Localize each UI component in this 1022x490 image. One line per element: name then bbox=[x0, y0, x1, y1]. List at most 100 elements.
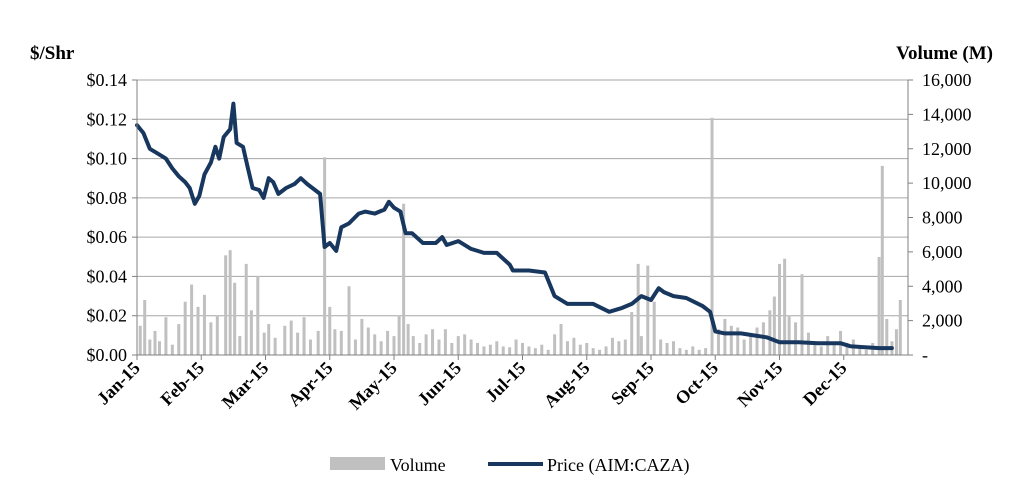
volume-bar bbox=[665, 342, 669, 355]
right-tick-label: 2,000 bbox=[922, 311, 963, 331]
left-tick-label: $0.12 bbox=[87, 109, 128, 129]
volume-bar bbox=[323, 157, 327, 355]
volume-bar bbox=[585, 342, 589, 355]
volume-bar bbox=[832, 342, 836, 355]
volume-bar bbox=[880, 165, 884, 355]
volume-bar bbox=[826, 336, 830, 355]
volume-bar bbox=[540, 344, 544, 355]
volume-bar bbox=[411, 336, 415, 355]
volume-bar bbox=[639, 336, 643, 355]
volume-bar bbox=[249, 310, 253, 355]
volume-bar bbox=[328, 306, 332, 355]
volume-bar bbox=[508, 347, 512, 355]
volume-bar bbox=[431, 329, 435, 355]
volume-bar bbox=[877, 257, 881, 355]
volume-bar bbox=[360, 318, 364, 355]
volume-bar bbox=[443, 329, 447, 355]
left-axis-title: $/Shr bbox=[30, 43, 75, 64]
volume-bar bbox=[339, 330, 343, 355]
volume-bar bbox=[238, 336, 242, 355]
volume-bar bbox=[406, 324, 410, 355]
legend-price-label: Price (AIM:CAZA) bbox=[547, 455, 689, 476]
volume-bar bbox=[559, 324, 563, 355]
volume-bar bbox=[148, 339, 152, 355]
volume-bar bbox=[716, 329, 720, 355]
volume-bar bbox=[157, 341, 161, 355]
volume-bar bbox=[819, 346, 823, 355]
volume-bar bbox=[652, 301, 656, 355]
volume-bar bbox=[302, 317, 306, 355]
volume-bar bbox=[267, 324, 271, 355]
volume-bar bbox=[636, 263, 640, 355]
volume-bar bbox=[723, 318, 727, 355]
volume-bar bbox=[521, 342, 524, 355]
legend-volume-label: Volume bbox=[390, 455, 446, 475]
volume-bar bbox=[646, 265, 650, 355]
volume-bar bbox=[316, 330, 320, 355]
volume-bar bbox=[671, 341, 675, 355]
volume-bar bbox=[546, 349, 550, 355]
volume-bar bbox=[514, 339, 518, 355]
volume-bar bbox=[262, 332, 266, 355]
legend-volume-swatch bbox=[330, 457, 385, 470]
volume-bar bbox=[794, 322, 798, 355]
volume-bar bbox=[308, 339, 312, 355]
volume-bar bbox=[244, 263, 248, 355]
volume-bar bbox=[553, 334, 557, 355]
volume-bar bbox=[755, 327, 759, 355]
volume-bar bbox=[353, 339, 357, 355]
volume-bar bbox=[729, 325, 733, 355]
volume-bar bbox=[623, 339, 627, 355]
volume-bar bbox=[202, 294, 206, 355]
volume-bar bbox=[228, 250, 232, 355]
volume-bar bbox=[787, 315, 791, 355]
volume-bar bbox=[437, 339, 441, 355]
volume-bar bbox=[742, 339, 746, 355]
right-tick-label: 12,000 bbox=[922, 139, 972, 159]
volume-bar bbox=[704, 348, 708, 355]
volume-bar bbox=[215, 315, 219, 355]
volume-bar bbox=[778, 263, 781, 355]
right-tick-label: 4,000 bbox=[922, 276, 963, 296]
volume-bar bbox=[397, 315, 401, 355]
volume-bar bbox=[379, 341, 383, 355]
right-tick-label: 16,000 bbox=[922, 70, 972, 90]
volume-bar bbox=[684, 349, 688, 355]
volume-bar bbox=[864, 349, 868, 355]
volume-bar bbox=[296, 332, 300, 355]
volume-bar bbox=[366, 327, 370, 355]
volume-bar bbox=[164, 317, 168, 355]
right-tick-label: 10,000 bbox=[922, 173, 972, 193]
volume-bar bbox=[386, 330, 390, 355]
volume-bar bbox=[894, 329, 898, 355]
volume-bar bbox=[572, 337, 576, 355]
volume-bar bbox=[392, 336, 396, 355]
left-tick-label: $0.08 bbox=[87, 188, 128, 208]
volume-bar bbox=[898, 300, 902, 355]
volume-bar bbox=[617, 341, 621, 355]
volume-bar bbox=[736, 327, 740, 355]
legend: Volume Price (AIM:CAZA) bbox=[330, 455, 689, 476]
volume-bar bbox=[273, 337, 277, 355]
volume-bar bbox=[224, 255, 228, 355]
volume-bar bbox=[885, 318, 889, 355]
left-axis-ticks: $0.00 $0.02 $0.04 $0.06 $0.08 $0.10 $0.12 $0.14 bbox=[87, 70, 137, 365]
volume-bar bbox=[749, 334, 753, 355]
volume-bar bbox=[289, 320, 293, 355]
volume-bar bbox=[469, 339, 473, 355]
right-axis-ticks: - 2,000 4,000 6,000 8,000 10,000 12,000 14,000 1… bbox=[908, 70, 972, 365]
volume-bar bbox=[143, 300, 147, 355]
volume-bar bbox=[488, 344, 492, 355]
volume-bar bbox=[347, 286, 351, 355]
volume-bar bbox=[138, 325, 142, 355]
volume-bar bbox=[630, 312, 634, 355]
volume-bar bbox=[813, 341, 817, 355]
volume-bar bbox=[177, 324, 181, 355]
volume-bar bbox=[800, 274, 804, 355]
volume-bar bbox=[710, 117, 714, 355]
volume-bar bbox=[768, 310, 772, 355]
volume-bar bbox=[772, 296, 776, 355]
volume-bar bbox=[373, 334, 377, 355]
volume-bar bbox=[610, 337, 614, 355]
